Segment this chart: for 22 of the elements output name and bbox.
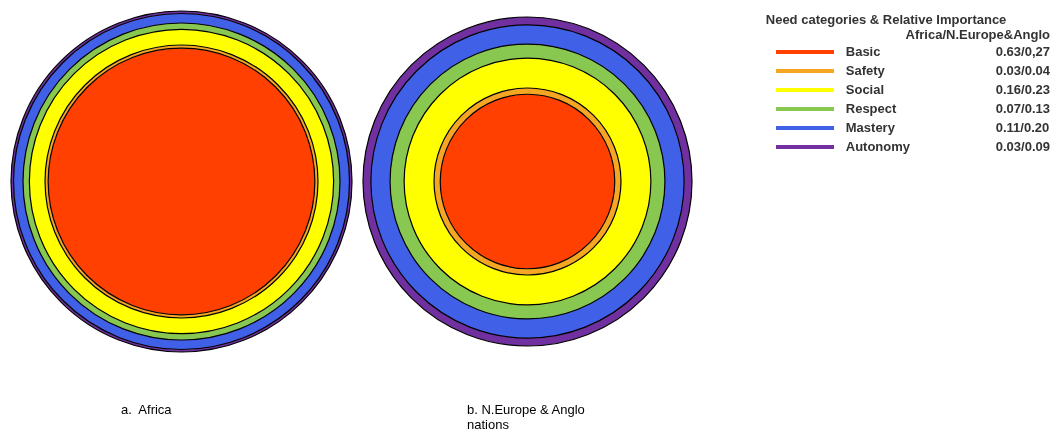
text: Africa/N.Europe&Anglo	[904, 27, 1050, 42]
category-label: Mastery	[845, 120, 896, 135]
data-label: /0.20	[1020, 120, 1050, 135]
data-label: 0.11	[995, 120, 1021, 135]
category-label: Social	[845, 82, 886, 97]
legend-title: Need categories & Relative Importance	[765, 12, 1008, 27]
data-label: /0.04	[1021, 63, 1050, 78]
category-label: Autonomy	[845, 139, 912, 154]
data-label: 0.07	[995, 101, 1022, 116]
data-label: 0.03	[995, 63, 1022, 78]
data-label: /0,27	[1021, 44, 1050, 59]
data-label: 0.63	[995, 44, 1022, 59]
data-label: /0.13	[1021, 101, 1050, 116]
data-label: /0.23	[1021, 82, 1050, 97]
text: b. N.Europe & Anglo nations	[467, 402, 585, 432]
category-label: Safety	[845, 63, 886, 78]
data-label: 0.03	[995, 139, 1022, 154]
data-label: /0.09	[1021, 139, 1050, 154]
category-label: Respect	[845, 101, 898, 116]
category-label: Basic	[845, 44, 882, 59]
text: a. Africa	[121, 402, 173, 417]
data-label: 0.16	[995, 82, 1022, 97]
